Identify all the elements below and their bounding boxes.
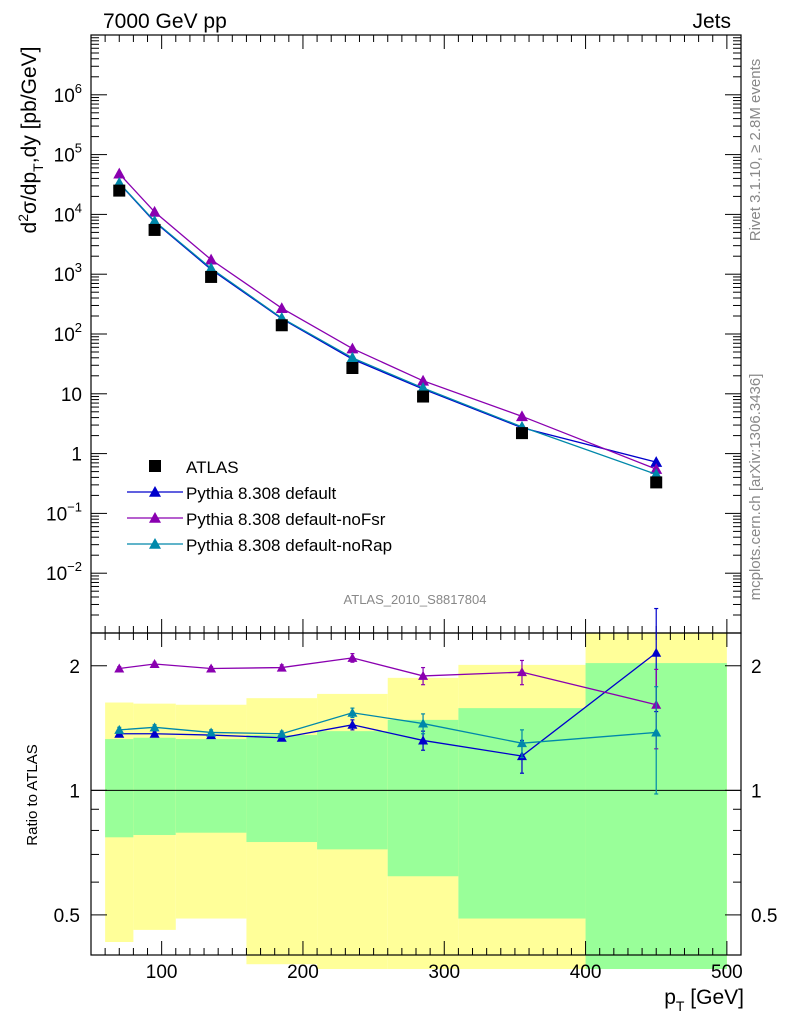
top-y-tick-label-0: 10−2 (46, 559, 82, 585)
data-point-0 (113, 184, 126, 197)
top-marker-noFsr-2 (205, 253, 218, 265)
data-point-3 (275, 319, 288, 332)
top-marker-noRap-2 (205, 262, 218, 274)
watermark: ATLAS_2010_S8817804 (344, 592, 487, 607)
ratio-marker-noRap-5 (418, 718, 429, 728)
legend-marker-default (149, 486, 161, 497)
ratio-marker-noRap-4 (347, 707, 358, 717)
ratio-y-tick-label-right-2: 2 (751, 657, 762, 678)
ratio-marker-default-4 (347, 719, 358, 729)
legend-marker-noRap (149, 538, 161, 549)
ratio-marker-noFsr-6 (516, 667, 527, 677)
data-point-7 (650, 476, 663, 489)
top-y-tick-label-3: 10 (61, 385, 82, 406)
header-left: 7000 GeV pp (103, 10, 227, 33)
x-tick-label-400: 400 (570, 962, 602, 983)
top-line-noRap (118, 182, 657, 475)
legend-marker-atlas (149, 460, 161, 472)
ratio-band-inner-1 (133, 737, 176, 835)
top-y-axis-label: d2σ/dpT,dy [pb/GeV] (15, 47, 46, 234)
top-marker-noFsr-4 (346, 342, 359, 354)
ratio-marker-noFsr-0 (114, 663, 125, 673)
ratio-marker-noFsr-2 (206, 663, 217, 673)
legend-label-default: Pythia 8.308 default (186, 484, 337, 503)
ratio-marker-default-1 (149, 728, 160, 738)
data-point-1 (148, 223, 161, 236)
top-marker-noRap-1 (148, 215, 161, 226)
ratio-y-tick-label-left-2: 2 (69, 657, 80, 678)
top-marker-noRap-4 (346, 351, 359, 363)
ratio-y-tick-label-right-0: 0.5 (751, 906, 777, 927)
ratio-band-inner-0 (105, 739, 134, 838)
ratio-marker-default-7 (651, 647, 662, 657)
ratio-y-axis-label: Ratio to ATLAS (24, 744, 41, 845)
header-right: Jets (692, 10, 731, 33)
ratio-line-default (119, 652, 657, 757)
ratio-marker-noRap-3 (276, 728, 287, 738)
ratio-marker-noRap-1 (149, 722, 160, 732)
ratio-y-tick-label-left-1: 1 (69, 781, 80, 802)
top-marker-noRap-5 (417, 382, 430, 393)
ratio-y-tick-label-left-0: 0.5 (54, 906, 80, 927)
top-marker-noFsr-5 (417, 374, 430, 386)
ratio-marker-noFsr-1 (149, 658, 160, 668)
ratio-marker-default-5 (418, 735, 429, 745)
top-line-default (118, 182, 657, 463)
ratio-band-inner-2 (175, 739, 247, 833)
x-tick-label-300: 300 (428, 962, 460, 983)
top-y-tick-label-8: 106 (54, 81, 82, 107)
ratio-marker-noFsr-4 (347, 652, 358, 662)
top-marker-noFsr-6 (515, 410, 528, 422)
ratio-marker-noFsr-5 (418, 670, 429, 680)
ratio-band-inner-3 (246, 735, 318, 843)
rivet-label: Rivet 3.1.10, ≥ 2.8M events (747, 59, 764, 242)
ratio-marker-noRap-2 (206, 727, 217, 737)
x-tick-label-500: 500 (711, 962, 743, 983)
data-point-6 (515, 427, 528, 440)
legend-marker-noFsr (149, 512, 161, 523)
top-y-tick-label-1: 10−1 (46, 499, 82, 525)
top-line-noFsr (118, 173, 657, 470)
ratio-marker-noFsr-3 (276, 662, 287, 672)
ratio-y-tick-label-right-1: 1 (751, 781, 762, 802)
top-y-tick-label-4: 102 (54, 320, 82, 346)
top-marker-noFsr-0 (113, 167, 126, 179)
top-y-tick-label-6: 104 (54, 200, 82, 226)
top-y-tick-label-2: 1 (71, 445, 82, 466)
legend-label-noFsr: Pythia 8.308 default-noFsr (186, 510, 386, 529)
ratio-line-noRap (119, 712, 657, 744)
data-point-4 (346, 362, 359, 375)
legend-label-atlas: ATLAS (186, 458, 239, 477)
top-marker-default-7 (650, 456, 663, 467)
ratio-marker-noRap-6 (516, 738, 527, 748)
top-y-tick-label-5: 103 (54, 260, 82, 286)
ratio-marker-noRap-0 (114, 724, 125, 734)
data-point-2 (205, 270, 218, 283)
ratio-line-noFsr (119, 657, 657, 706)
data-point-5 (417, 390, 430, 403)
legend-label-noRap: Pythia 8.308 default-noRap (186, 536, 392, 555)
mcplots-label: mcplots.cern.ch [arXiv:1306.3436] (747, 374, 764, 601)
top-marker-noFsr-3 (275, 302, 288, 314)
ratio-marker-noRap-7 (651, 727, 662, 737)
x-axis-label: pT [GeV] (664, 986, 744, 1014)
top-marker-noFsr-1 (148, 205, 161, 217)
x-tick-label-200: 200 (287, 962, 319, 983)
x-tick-label-100: 100 (146, 962, 178, 983)
top-y-tick-label-7: 105 (54, 141, 82, 167)
